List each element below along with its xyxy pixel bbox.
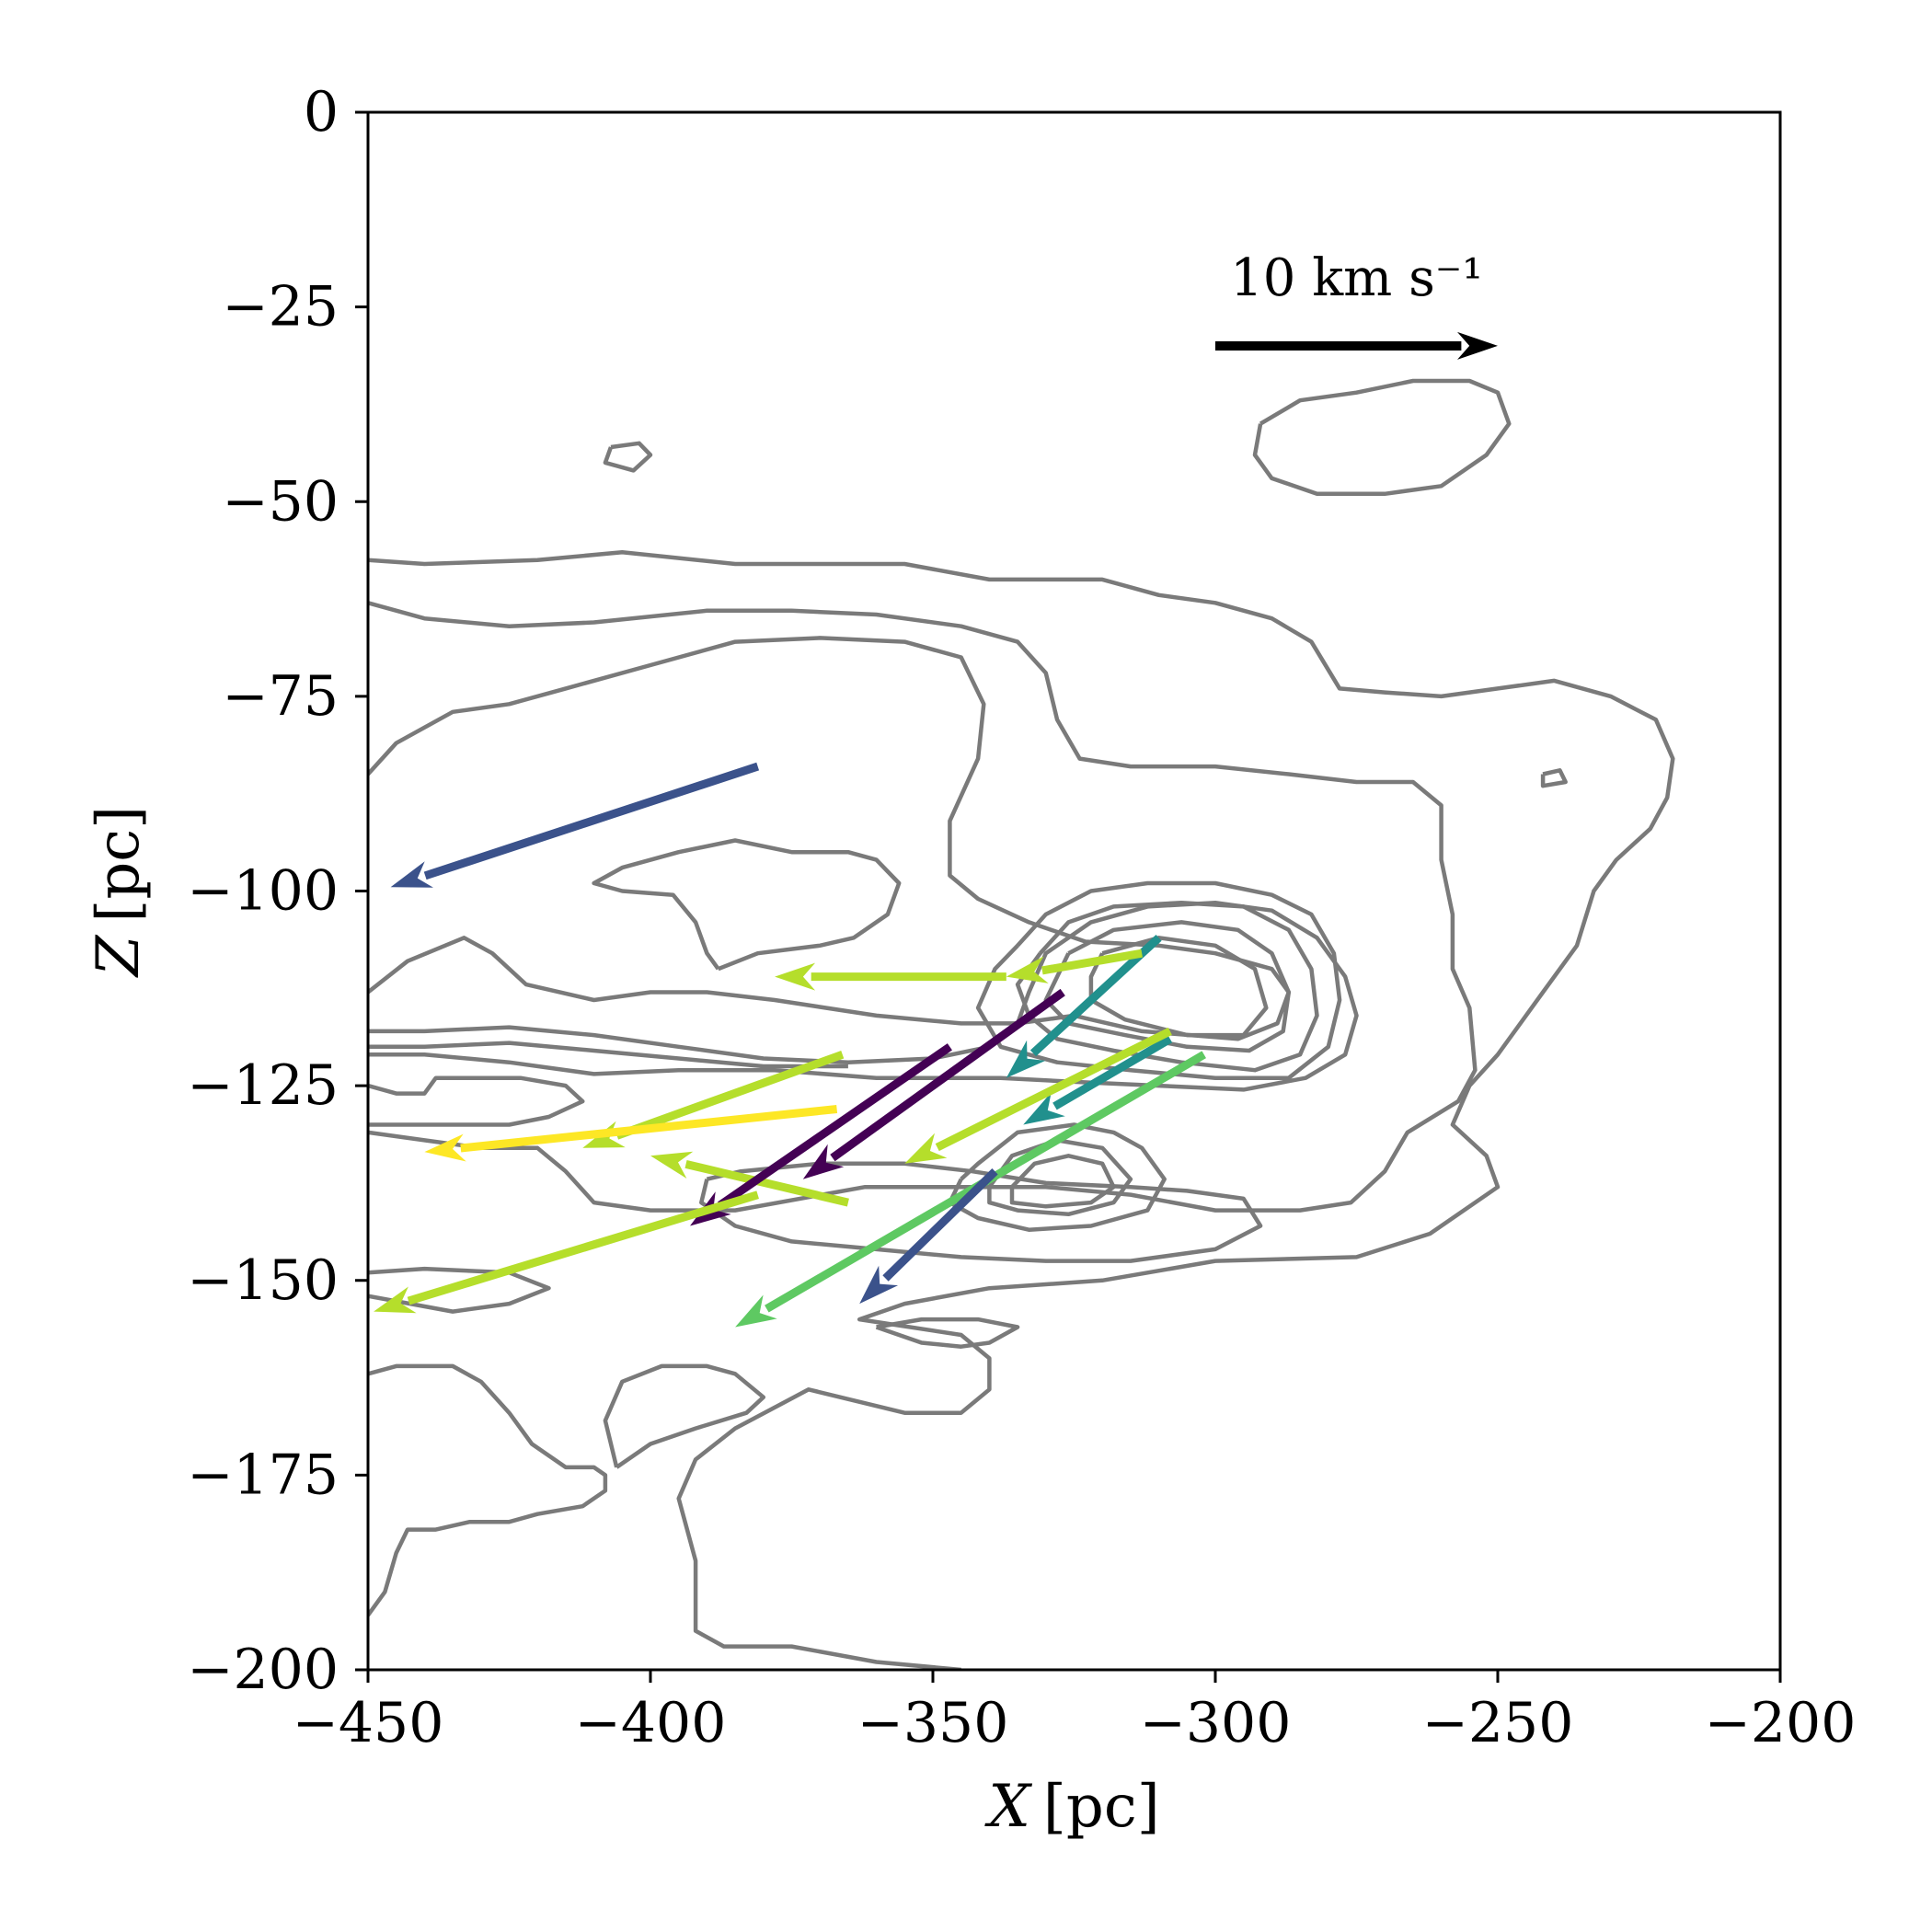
contour-line <box>1252 378 1512 497</box>
y-axis-label: Z [pc] <box>85 806 153 978</box>
velocity-arrow <box>650 1151 849 1207</box>
contour-line <box>603 441 653 473</box>
contour-line <box>368 636 1292 1041</box>
y-tick-label: −125 <box>187 1053 339 1118</box>
y-tick-label: −75 <box>222 664 339 729</box>
contour-line <box>368 900 1359 1092</box>
contour-line <box>603 1363 766 1469</box>
velocity-arrow-head <box>859 1265 899 1305</box>
contour-line <box>368 1041 848 1069</box>
velocity-key-arrow-head <box>1457 331 1498 360</box>
contour-line <box>1088 936 1269 1038</box>
velocity-arrow-shaft <box>423 762 760 880</box>
velocity-arrow <box>424 1105 838 1162</box>
velocity-arrow-shaft <box>1052 1035 1173 1110</box>
y-tick-label: −100 <box>187 859 339 924</box>
contour-line <box>948 1122 1167 1232</box>
contour-line <box>875 1317 1020 1349</box>
velocity-arrow <box>1006 949 1143 983</box>
velocity-arrow-shaft <box>830 988 1065 1162</box>
x-tick-label: −450 <box>293 1691 444 1755</box>
x-tick-label: −350 <box>857 1691 1009 1755</box>
x-tick-label: −300 <box>1140 1691 1292 1755</box>
y-tick-label: −200 <box>187 1638 339 1702</box>
velocity-arrow-shaft <box>1041 949 1143 975</box>
velocity-arrow-head <box>390 861 433 888</box>
velocity-arrow-head <box>775 962 816 991</box>
x-tick-label: −200 <box>1705 1691 1857 1755</box>
velocity-key: 10 km s⁻¹ <box>1215 248 1498 360</box>
y-tick-label: −150 <box>187 1248 339 1313</box>
velocity-arrow <box>374 1190 759 1314</box>
contour-line <box>368 1075 585 1127</box>
velocity-arrow-shaft <box>407 1190 759 1305</box>
velocity-arrow <box>904 1027 1172 1164</box>
velocity-arrow-head <box>1006 956 1049 983</box>
x-axis-ticks: −450 −400 −350 −300 −250 −200 <box>293 1670 1857 1755</box>
y-tick-label: −175 <box>187 1443 339 1507</box>
velocity-arrow-head <box>650 1151 694 1179</box>
plot-frame <box>366 110 1782 1672</box>
velocity-arrow <box>802 988 1065 1179</box>
contour-line <box>987 1138 1133 1217</box>
y-tick-label: −25 <box>222 275 339 339</box>
velocity-arrow-head <box>424 1133 466 1162</box>
x-tick-label: −400 <box>575 1691 727 1755</box>
y-tick-label: 0 <box>304 80 339 144</box>
velocity-arrow-head <box>735 1294 777 1328</box>
y-tick-label: −50 <box>222 469 339 534</box>
y-axis-label-unit: [pc] <box>85 806 153 923</box>
velocity-key-label: 10 km s⁻¹ <box>1230 248 1483 308</box>
x-axis-label: X [pc] <box>983 1773 1159 1841</box>
density-contours <box>368 378 1675 1670</box>
velocity-arrow-shaft <box>615 1051 845 1140</box>
y-axis-ticks: 0 −25 −50 −75 −100 −125 −150 −175 −200 <box>187 80 368 1702</box>
velocity-arrow <box>390 762 760 888</box>
velocity-arrow <box>859 1168 998 1305</box>
contour-line <box>368 1266 551 1314</box>
velocity-arrow-head <box>802 1144 845 1179</box>
contour-line <box>368 550 1675 1670</box>
contour-line <box>1540 768 1568 788</box>
velocity-arrow-head <box>1023 1092 1065 1125</box>
x-axis-label-var: X <box>983 1773 1032 1841</box>
contour-line <box>1015 900 1319 1073</box>
velocity-arrow-head <box>374 1286 417 1314</box>
velocity-arrow-shaft <box>882 1168 998 1282</box>
contour-line <box>699 1161 1263 1263</box>
contour-line <box>368 1363 608 1617</box>
velocity-arrow <box>775 962 1006 991</box>
velocity-arrow <box>1023 1035 1173 1125</box>
velocity-arrow-shaft <box>684 1160 849 1207</box>
y-axis-label-var: Z <box>85 934 153 978</box>
velocity-arrow-shaft <box>718 1043 952 1209</box>
contour-line <box>592 838 902 972</box>
velocity-key-arrow <box>1215 331 1498 360</box>
velocity-arrow-shaft <box>460 1105 838 1153</box>
velocity-arrows <box>374 762 1206 1328</box>
velocity-arrow-head <box>1006 1040 1046 1078</box>
velocity-arrow-head <box>904 1133 948 1164</box>
velocity-arrow-shaft <box>935 1027 1172 1152</box>
x-tick-label: −250 <box>1422 1691 1574 1755</box>
x-axis-label-unit: [pc] <box>1043 1773 1160 1841</box>
